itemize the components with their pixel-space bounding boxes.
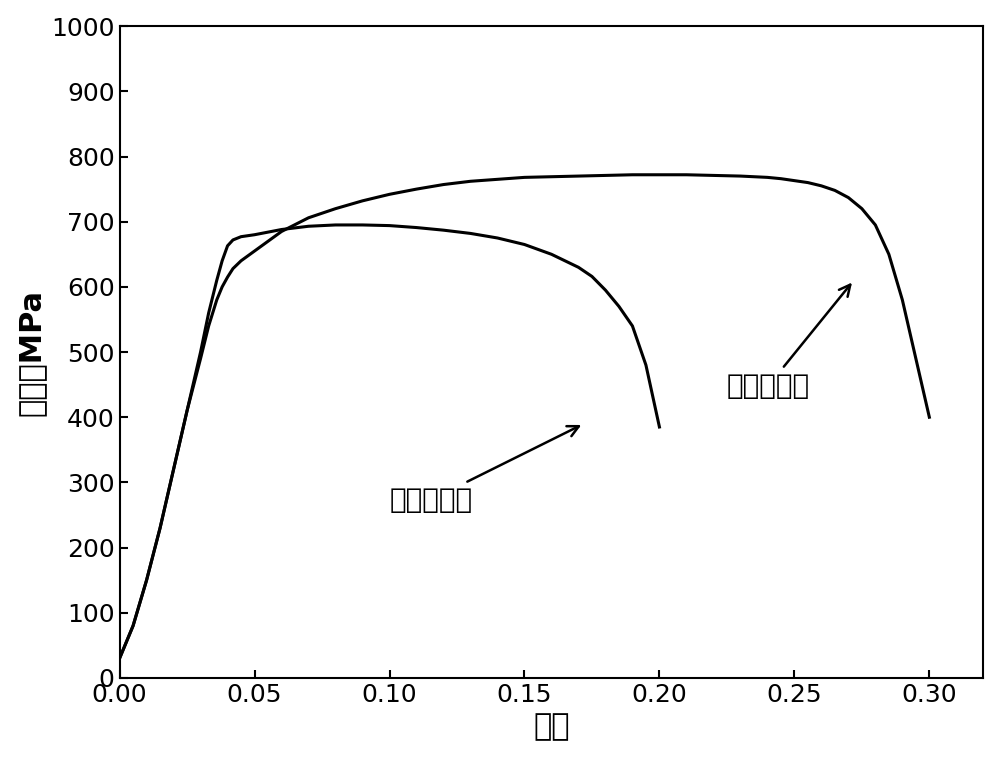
X-axis label: 应变: 应变 bbox=[533, 713, 570, 741]
Text: 工艺处理后: 工艺处理后 bbox=[727, 285, 850, 399]
Text: 工艺处理前: 工艺处理前 bbox=[390, 426, 579, 514]
Y-axis label: 应力，MPa: 应力，MPa bbox=[17, 289, 46, 415]
